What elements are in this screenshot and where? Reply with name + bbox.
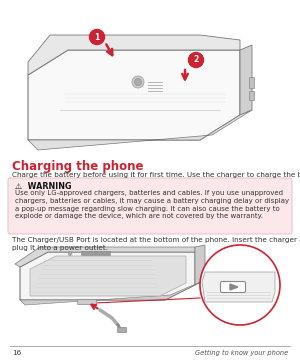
Polygon shape [202, 272, 275, 302]
Text: ⚠  WARNING: ⚠ WARNING [15, 182, 71, 191]
Polygon shape [28, 110, 252, 150]
Polygon shape [20, 280, 205, 305]
Text: Charge the battery before using it for first time. Use the charger to charge the: Charge the battery before using it for f… [12, 172, 300, 178]
Text: Use only LG-approved chargers, batteries and cables. If you use unapproved
charg: Use only LG-approved chargers, batteries… [15, 190, 289, 219]
Circle shape [134, 78, 142, 85]
Text: 1: 1 [94, 32, 100, 41]
Polygon shape [195, 245, 205, 285]
Text: 16: 16 [12, 350, 21, 356]
Circle shape [89, 30, 104, 45]
Polygon shape [15, 247, 195, 267]
Polygon shape [30, 256, 186, 296]
Polygon shape [28, 35, 240, 75]
Polygon shape [28, 50, 240, 140]
Circle shape [68, 252, 72, 256]
Circle shape [188, 53, 203, 68]
FancyBboxPatch shape [220, 282, 245, 292]
Circle shape [200, 245, 280, 325]
Polygon shape [240, 45, 252, 115]
FancyBboxPatch shape [77, 300, 97, 305]
FancyBboxPatch shape [118, 328, 127, 333]
FancyBboxPatch shape [250, 77, 254, 89]
Text: Getting to know your phone: Getting to know your phone [195, 350, 288, 356]
Text: Charging the phone: Charging the phone [12, 160, 143, 173]
Text: 2: 2 [194, 55, 199, 64]
Polygon shape [230, 284, 238, 290]
Polygon shape [20, 252, 195, 300]
Text: The Charger/USB Port is located at the bottom of the phone. Insert the charger a: The Charger/USB Port is located at the b… [12, 237, 300, 251]
FancyBboxPatch shape [82, 252, 110, 256]
FancyBboxPatch shape [8, 178, 292, 234]
Circle shape [132, 76, 144, 88]
FancyBboxPatch shape [250, 91, 254, 100]
